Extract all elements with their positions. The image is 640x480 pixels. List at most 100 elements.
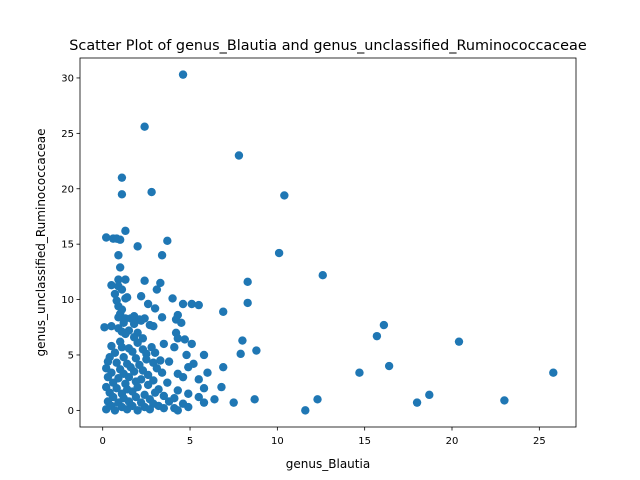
data-point (219, 307, 228, 316)
data-point (177, 318, 186, 328)
y-tick-label: 15 (61, 240, 74, 251)
data-point (379, 320, 389, 330)
x-tick-label: 0 (100, 436, 106, 447)
data-point (425, 390, 434, 400)
data-point (103, 372, 113, 382)
y-tick-label: 0 (68, 406, 74, 417)
data-point (173, 334, 182, 343)
data-point (238, 336, 247, 345)
data-point (229, 398, 238, 407)
y-axis-ticks: 0 5 10 15 20 25 30 (61, 73, 80, 417)
data-point (107, 341, 116, 351)
data-point (355, 368, 364, 377)
data-point (136, 292, 146, 301)
data-point (163, 236, 172, 246)
data-point (100, 323, 109, 332)
data-point (150, 348, 160, 357)
data-point (182, 350, 191, 360)
data-point (318, 270, 327, 280)
data-point (280, 191, 289, 200)
data-point (187, 299, 196, 309)
data-point (500, 396, 509, 405)
data-point (129, 319, 139, 329)
data-point (549, 368, 558, 377)
data-point (143, 370, 153, 380)
data-point (143, 299, 153, 309)
data-point (250, 395, 259, 404)
data-point (159, 403, 169, 413)
data-point (149, 321, 158, 331)
data-point (143, 380, 153, 390)
data-point (236, 349, 245, 359)
data-point (117, 285, 127, 294)
data-point (178, 70, 188, 79)
data-point (372, 331, 382, 341)
data-point (243, 277, 252, 287)
data-point (121, 329, 130, 339)
y-tick-label: 25 (61, 129, 74, 140)
data-point (140, 276, 149, 285)
data-point (102, 233, 111, 242)
data-point (164, 397, 174, 406)
data-point (145, 405, 155, 414)
data-point (184, 362, 193, 372)
data-point (117, 343, 127, 352)
data-point (384, 361, 394, 371)
y-tick-label: 20 (61, 184, 74, 195)
data-point (234, 151, 244, 160)
data-point (203, 368, 212, 377)
data-point (194, 392, 203, 402)
data-points (100, 70, 558, 415)
data-point (313, 395, 322, 404)
x-axis-label: genus_Blautia (286, 457, 370, 471)
x-tick-label: 10 (271, 436, 284, 447)
data-point (133, 242, 142, 251)
plot-frame (79, 57, 577, 428)
data-point (112, 358, 121, 367)
y-tick-label: 30 (61, 73, 74, 84)
data-point (150, 304, 160, 313)
data-point (129, 367, 139, 376)
data-point (133, 406, 142, 415)
data-point (252, 346, 261, 355)
y-tick-label: 10 (61, 295, 74, 306)
data-point (168, 294, 177, 303)
y-axis-label: genus_unclassified_Ruminococcaceae (34, 129, 48, 357)
data-point (210, 395, 219, 404)
data-point (170, 343, 179, 352)
data-point (114, 275, 123, 284)
data-point (117, 173, 127, 182)
data-point (119, 352, 128, 362)
x-axis-ticks: 0 5 10 15 20 25 (100, 427, 546, 447)
data-point (147, 187, 156, 197)
x-tick-label: 20 (446, 436, 459, 447)
data-point (199, 350, 209, 360)
data-point (184, 389, 193, 398)
data-point (156, 356, 165, 365)
data-point (115, 263, 125, 272)
x-tick-label: 15 (358, 436, 371, 447)
data-point (159, 391, 169, 401)
data-point (173, 406, 182, 415)
data-point (107, 280, 116, 290)
data-point (140, 122, 149, 131)
data-point (301, 406, 310, 415)
data-point (156, 278, 165, 288)
data-point (199, 384, 209, 393)
data-point (194, 300, 203, 310)
x-tick-label: 5 (187, 436, 193, 447)
data-point (199, 398, 209, 407)
data-point (180, 335, 189, 344)
data-point (412, 398, 422, 407)
data-point (122, 405, 132, 414)
data-point (164, 357, 174, 366)
chart-title: Scatter Plot of genus_Blautia and genus_… (69, 38, 587, 54)
data-point (187, 339, 196, 349)
data-point (133, 338, 142, 347)
data-point (131, 392, 141, 402)
data-point (110, 406, 120, 415)
data-point (274, 248, 284, 258)
data-point (157, 313, 167, 322)
data-point (136, 316, 146, 325)
data-point (178, 299, 188, 309)
